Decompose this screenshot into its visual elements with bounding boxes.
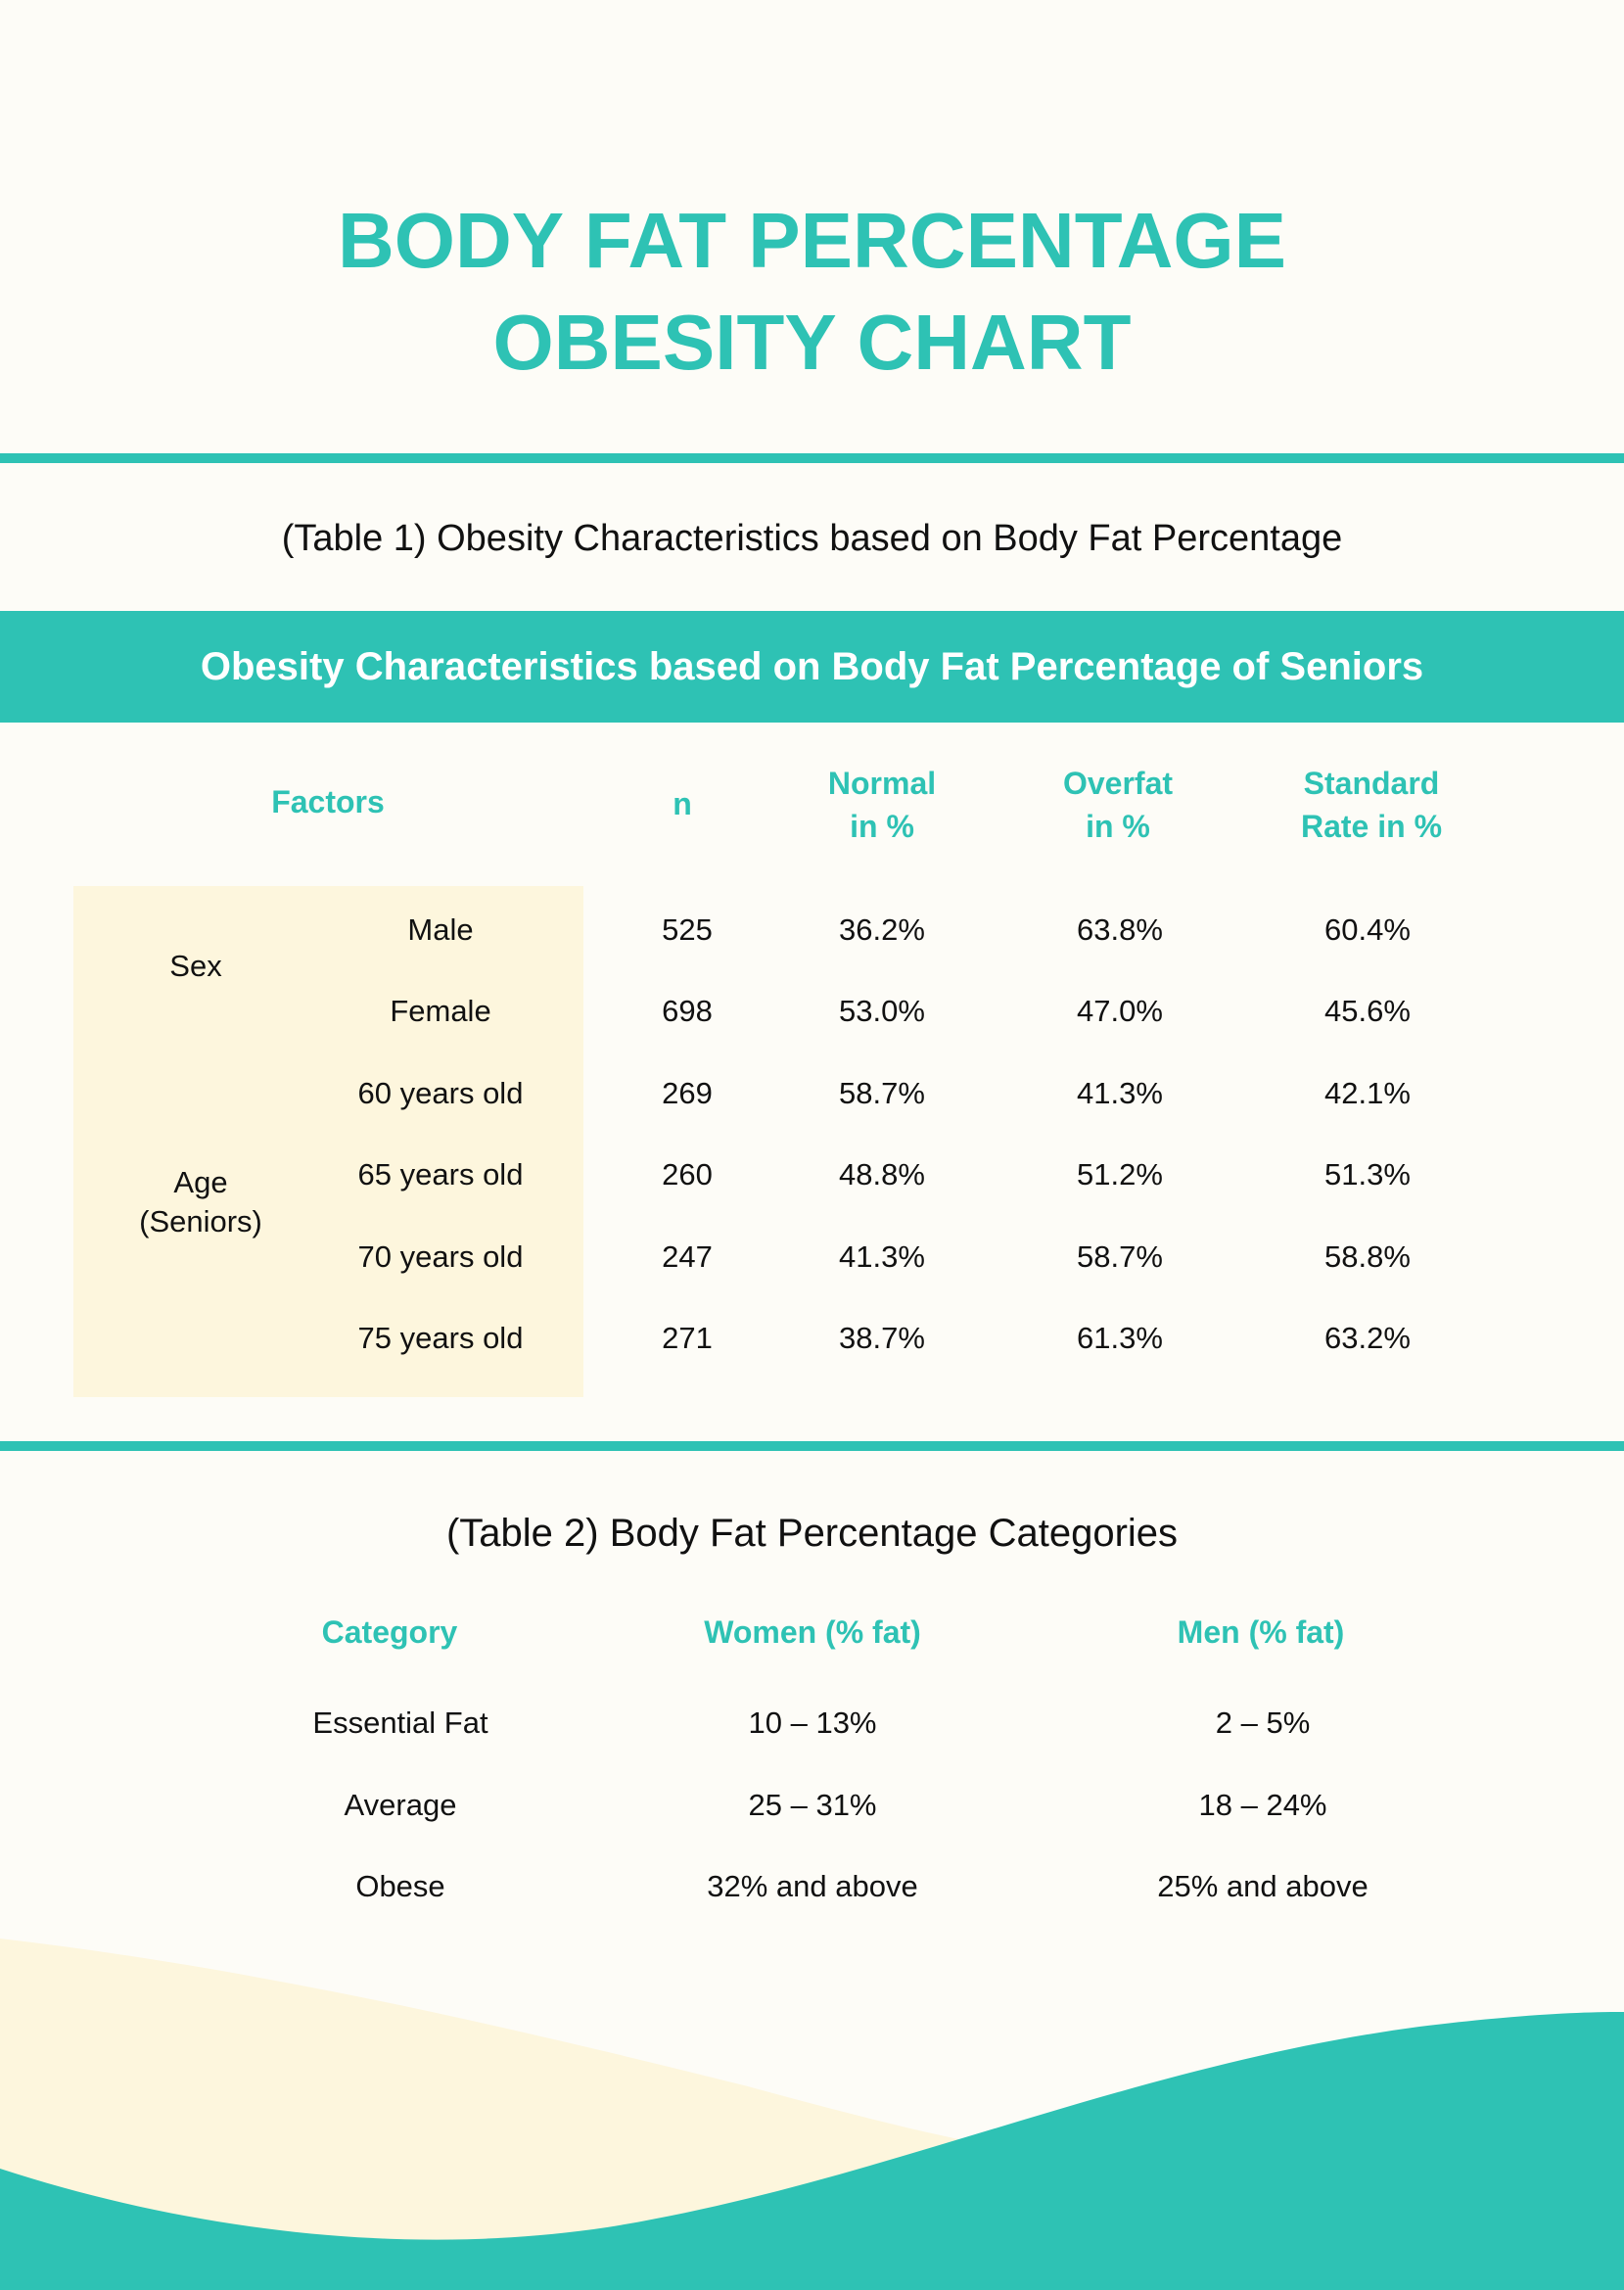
row-label: Female (390, 994, 491, 1028)
row-n: 269 (662, 1076, 713, 1110)
group-sex: Sex (169, 947, 221, 986)
factors-highlight (73, 886, 583, 1397)
header-factors: Factors (271, 780, 385, 823)
table1-caption: (Table 1) Obesity Characteristics based … (281, 518, 1343, 559)
row-normal: 38.7% (839, 1321, 925, 1355)
category-cell: Average (344, 1788, 457, 1822)
row-n: 271 (662, 1321, 713, 1355)
header-overfat: Overfat in % (1063, 762, 1173, 848)
row-overfat: 58.7% (1077, 1239, 1163, 1274)
divider-middle (0, 1441, 1624, 1451)
header-category: Category (321, 1614, 458, 1650)
row-normal: 41.3% (839, 1239, 925, 1274)
header-men: Men (% fat) (1177, 1614, 1345, 1650)
table2-caption: (Table 2) Body Fat Percentage Categories (445, 1512, 1179, 1555)
row-overfat: 41.3% (1077, 1076, 1163, 1110)
row-overfat: 63.8% (1077, 912, 1163, 947)
page-title-line-1: BODY FAT PERCENTAGE (338, 197, 1286, 284)
group-age-line-1: Age (173, 1165, 228, 1199)
page-title-line-2: OBESITY CHART (492, 299, 1132, 386)
row-overfat: 61.3% (1077, 1321, 1163, 1355)
row-normal: 58.7% (839, 1076, 925, 1110)
decorative-wave (0, 1939, 1624, 2290)
table1-banner-text: Obesity Characteristics based on Body Fa… (200, 644, 1424, 688)
header-factors-label: Factors (271, 784, 385, 819)
row-n: 247 (662, 1239, 713, 1274)
women-cell: 10 – 13% (748, 1706, 877, 1740)
header-overfat-line-1: Overfat (1062, 766, 1174, 801)
women-cell: 25 – 31% (748, 1788, 877, 1822)
group-sex-label: Sex (169, 949, 222, 983)
header-normal-line-2: in % (850, 809, 914, 844)
row-label: 65 years old (357, 1157, 524, 1192)
group-age: Age (Seniors) (139, 1163, 262, 1241)
group-age-line-2: (Seniors) (139, 1204, 262, 1238)
category-cell: Essential Fat (312, 1706, 488, 1740)
row-standard: 58.8% (1324, 1239, 1411, 1274)
header-overfat-line-2: in % (1086, 809, 1150, 844)
header-normal-line-1: Normal (827, 766, 937, 801)
row-normal: 48.8% (839, 1157, 925, 1192)
table1-banner: Obesity Characteristics based on Body Fa… (0, 611, 1624, 723)
row-label: 60 years old (357, 1076, 524, 1110)
row-standard: 60.4% (1324, 912, 1411, 947)
divider-top (0, 453, 1624, 463)
wave-teal (0, 2012, 1624, 2290)
row-label: 75 years old (357, 1321, 524, 1355)
row-standard: 51.3% (1324, 1157, 1411, 1192)
row-standard: 42.1% (1324, 1076, 1411, 1110)
men-cell: 25% and above (1157, 1869, 1369, 1903)
row-n: 698 (662, 994, 713, 1028)
women-cell: 32% and above (707, 1869, 918, 1903)
men-cell: 18 – 24% (1198, 1788, 1327, 1822)
header-standard-line-1: Standard (1303, 766, 1440, 801)
row-n: 260 (662, 1157, 713, 1192)
category-cell: Obese (355, 1869, 445, 1903)
row-overfat: 51.2% (1077, 1157, 1163, 1192)
header-standard-line-2: Rate in % (1300, 809, 1443, 844)
header-standard-rate: Standard Rate in % (1301, 762, 1442, 848)
header-n: n (673, 782, 692, 825)
row-standard: 63.2% (1324, 1321, 1411, 1355)
men-cell: 2 – 5% (1215, 1706, 1311, 1740)
row-overfat: 47.0% (1077, 994, 1163, 1028)
header-normal: Normal in % (828, 762, 936, 848)
row-normal: 36.2% (839, 912, 925, 947)
row-label: Male (407, 912, 474, 947)
row-normal: 53.0% (839, 994, 925, 1028)
row-standard: 45.6% (1324, 994, 1411, 1028)
row-label: 70 years old (357, 1239, 524, 1274)
header-women: Women (% fat) (704, 1614, 921, 1650)
header-n-label: n (673, 786, 692, 821)
row-n: 525 (662, 912, 713, 947)
